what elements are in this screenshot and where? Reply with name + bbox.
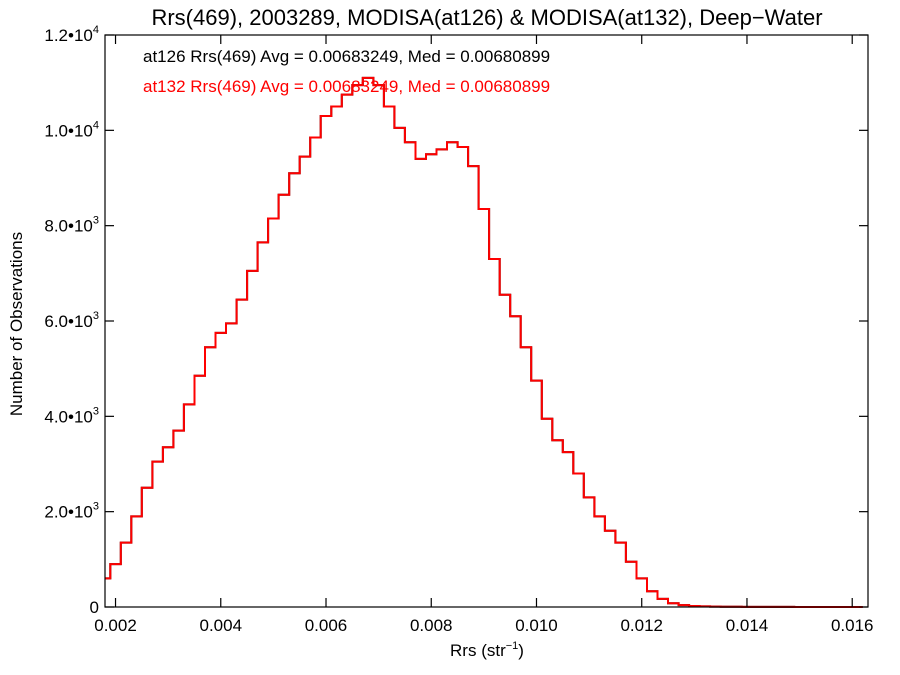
annotation-2: at132 Rrs(469) Avg = 0.00683249, Med = 0… xyxy=(143,77,550,96)
x-axis-label: Rrs (str−1) xyxy=(450,640,524,660)
x-tick-label: 0.016 xyxy=(831,616,874,635)
x-tick-label: 0.014 xyxy=(726,616,769,635)
chart-title: Rrs(469), 2003289, MODISA(at126) & MODIS… xyxy=(151,5,822,30)
y-tick-label: 6.0•103 xyxy=(44,310,99,331)
x-tick-label: 0.010 xyxy=(515,616,558,635)
x-tick-label: 0.002 xyxy=(94,616,137,635)
x-tick-label: 0.004 xyxy=(199,616,242,635)
y-tick-label: 4.0•103 xyxy=(44,405,99,426)
series-line-2 xyxy=(105,76,863,608)
x-axis-label-text: Rrs (str xyxy=(450,641,506,660)
series-line-1 xyxy=(105,76,863,608)
y-tick-label: 2.0•103 xyxy=(44,501,99,522)
y-tick-label: 1.2•104 xyxy=(44,24,99,45)
x-axis-label-exponent: −1 xyxy=(506,640,519,652)
y-tick-label: 0 xyxy=(90,598,99,617)
series-layer xyxy=(105,76,863,608)
plot-frame xyxy=(104,34,869,608)
y-axis-label: Number of Observations xyxy=(7,232,26,416)
x-tick-label: 0.006 xyxy=(305,616,348,635)
x-tick-label: 0.008 xyxy=(410,616,453,635)
annotation-layer: at126 Rrs(469) Avg = 0.00683249, Med = 0… xyxy=(143,47,550,96)
x-tick-label: 0.012 xyxy=(620,616,663,635)
y-tick-label: 1.0•104 xyxy=(44,119,99,140)
y-tick-label: 8.0•103 xyxy=(44,215,99,236)
axes-layer xyxy=(104,34,869,608)
annotation-1: at126 Rrs(469) Avg = 0.00683249, Med = 0… xyxy=(143,47,550,66)
ticks-layer: 0.002 0.004 0.006 0.008 0.010 0.012 0.014 0.016… xyxy=(44,24,873,635)
x-axis-label-close: ) xyxy=(518,641,524,660)
